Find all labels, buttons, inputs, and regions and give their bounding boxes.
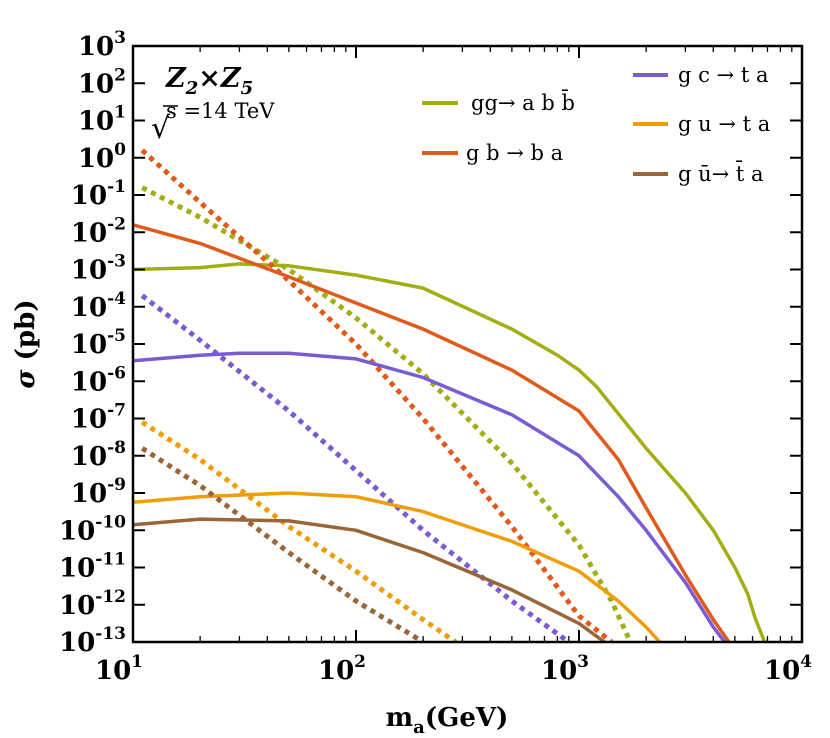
- y-tick-label: 103: [78, 28, 126, 62]
- series-line-4-solid: [133, 351, 727, 642]
- y-tick-label: 10-9: [71, 475, 126, 509]
- legend: gg→ a b b̄ g b → b a g c → t a g u → t a…: [422, 63, 770, 186]
- model-group-b-sub: 5: [241, 78, 254, 99]
- x-tick-label: 101: [95, 652, 143, 686]
- legend-label-gu-ta: g u → t a: [678, 112, 770, 136]
- y-tick-label: 10-10: [59, 512, 126, 546]
- y-tick-label: 10-11: [59, 550, 126, 584]
- model-group-a: Z: [165, 63, 187, 94]
- y-tick-label: 100: [78, 140, 126, 174]
- model-annotation: Z2×Z5: [165, 63, 253, 99]
- y-tick-label: 102: [78, 65, 126, 99]
- series-line-8-solid: [133, 517, 607, 642]
- x-tick-label: 103: [541, 652, 589, 686]
- y-axis-title-symbol: σ: [11, 369, 41, 389]
- energy-annotation: s =14 TeV: [166, 99, 275, 123]
- y-tick-label: 10-4: [71, 289, 126, 323]
- legend-label-gc-ta: g c → t a: [678, 63, 768, 87]
- legend-label-gubar-tbara: g ū→ t̄ a: [678, 160, 764, 186]
- legend-label-gb-ba: g b → b a: [466, 141, 563, 165]
- y-tick-label: 10-5: [71, 326, 126, 360]
- series-line-6-solid: [133, 491, 662, 642]
- y-tick-label: 101: [78, 103, 126, 137]
- series-line-3-dotted: [140, 148, 614, 642]
- model-group-b: Z: [220, 63, 242, 94]
- x-axis-title: ma(GeV): [386, 703, 509, 738]
- y-tick-label: 10-7: [71, 401, 126, 435]
- y-tick-label: 10-6: [71, 363, 126, 397]
- x-axis-title-sub: a: [413, 717, 425, 738]
- y-tick-label: 10-13: [59, 624, 126, 658]
- x-tick-label: 102: [318, 652, 366, 686]
- series-line-2-solid: [133, 223, 731, 642]
- model-times: ×: [198, 63, 221, 94]
- y-tick-label: 10-8: [71, 438, 126, 472]
- series-line-7-dotted: [140, 420, 458, 642]
- x-tick-label: 104: [764, 652, 812, 686]
- x-axis-title-base: m: [386, 703, 414, 733]
- series-line-1-dotted: [141, 185, 633, 642]
- energy-sqrt-symbol: √: [151, 111, 171, 146]
- y-tick-label: 10-12: [59, 587, 126, 621]
- y-axis-title: σ (pb): [11, 299, 41, 388]
- legend-label-gg-abb: gg→ a b b̄: [471, 89, 575, 115]
- x-axis-title-rest: (GeV): [425, 703, 509, 733]
- y-tick-label: 10-2: [71, 214, 126, 248]
- model-group-a-sub: 2: [185, 78, 199, 99]
- y-axis-title-rest: (pb): [11, 299, 41, 369]
- series-line-5-dotted: [140, 293, 571, 642]
- series-line-9-dotted: [140, 446, 425, 642]
- y-tick-label: 10-3: [71, 252, 126, 286]
- y-tick-label: 10-1: [71, 177, 126, 211]
